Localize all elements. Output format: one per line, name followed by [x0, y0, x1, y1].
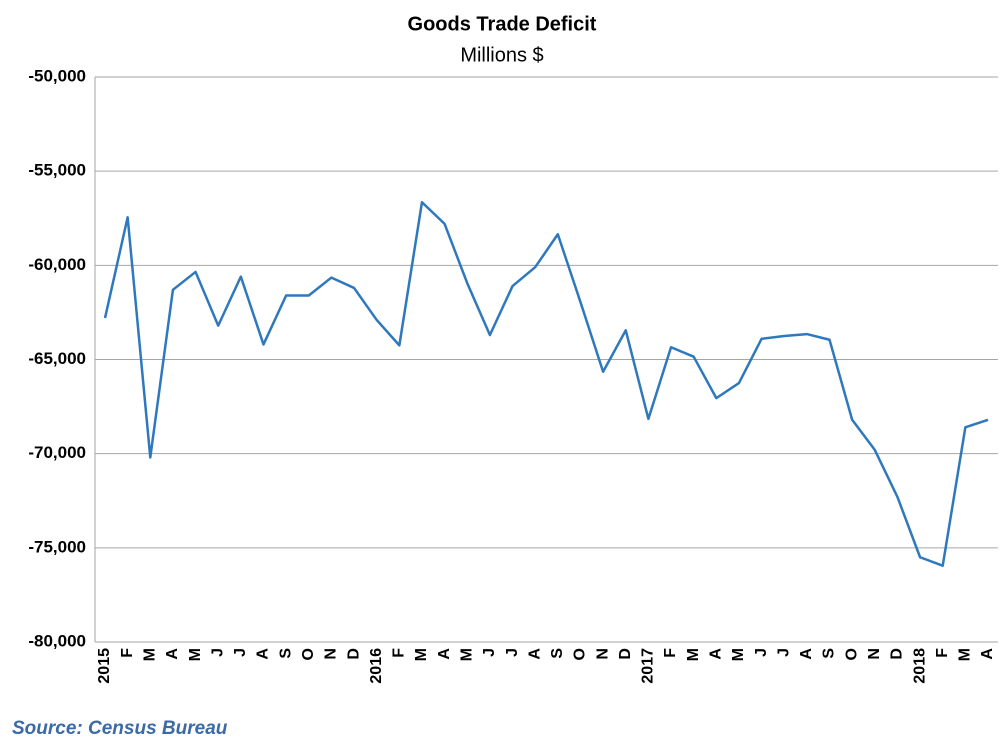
y-tick-label: -50,000	[28, 66, 86, 85]
x-tick-label: O	[300, 648, 317, 660]
x-tick-label: A	[255, 648, 272, 660]
x-tick-label: J	[209, 648, 226, 657]
x-tick-label: M	[957, 648, 974, 661]
x-tick-label: 2017	[640, 648, 657, 684]
x-tick-label: M	[685, 648, 702, 661]
x-tick-label: S	[821, 648, 838, 659]
x-tick-label: A	[436, 648, 453, 660]
x-tick-label: O	[843, 648, 860, 660]
x-tick-label: F	[934, 648, 951, 658]
x-tick-label: S	[549, 648, 566, 659]
y-tick-label: -55,000	[28, 161, 86, 180]
y-tick-label: -75,000	[28, 537, 86, 556]
data-line	[103, 200, 989, 567]
x-tick-label: J	[775, 648, 792, 657]
x-tick-label: N	[323, 648, 340, 660]
y-tick-label: -80,000	[28, 631, 86, 650]
x-tick-label: S	[277, 648, 294, 659]
x-tick-label: D	[617, 648, 634, 660]
x-tick-label: J	[753, 648, 770, 657]
x-tick-label: N	[866, 648, 883, 660]
x-tick-label: D	[345, 648, 362, 660]
x-tick-label: A	[798, 648, 815, 660]
x-tick-label: 2015	[96, 648, 113, 684]
x-tick-label: A	[708, 648, 725, 660]
y-tick-label: -60,000	[28, 255, 86, 274]
chart-title: Goods Trade Deficit	[408, 13, 597, 35]
y-tick-label: -70,000	[28, 443, 86, 462]
x-tick-label: M	[413, 648, 430, 661]
x-tick-label: A	[164, 648, 181, 660]
x-tick-label: M	[142, 648, 159, 661]
source-note: Source: Census Bureau	[12, 718, 228, 739]
x-tick-label: D	[889, 648, 906, 660]
x-tick-label: F	[119, 648, 136, 658]
x-tick-label: F	[391, 648, 408, 658]
y-tick-label: -65,000	[28, 349, 86, 368]
x-tick-label: J	[232, 648, 249, 657]
x-tick-label: J	[504, 648, 521, 657]
x-tick-label: M	[187, 648, 204, 661]
x-tick-label: 2018	[911, 648, 928, 684]
x-tick-label: 2016	[368, 648, 385, 684]
x-tick-label: J	[481, 648, 498, 657]
x-tick-label: M	[730, 648, 747, 661]
x-tick-label: N	[594, 648, 611, 660]
x-tick-label: O	[572, 648, 589, 660]
x-tick-label: F	[662, 648, 679, 658]
x-tick-label: A	[979, 648, 996, 660]
x-tick-label: A	[526, 648, 543, 660]
chart-subtitle: Millions $	[460, 44, 543, 66]
x-tick-label: M	[458, 648, 475, 661]
